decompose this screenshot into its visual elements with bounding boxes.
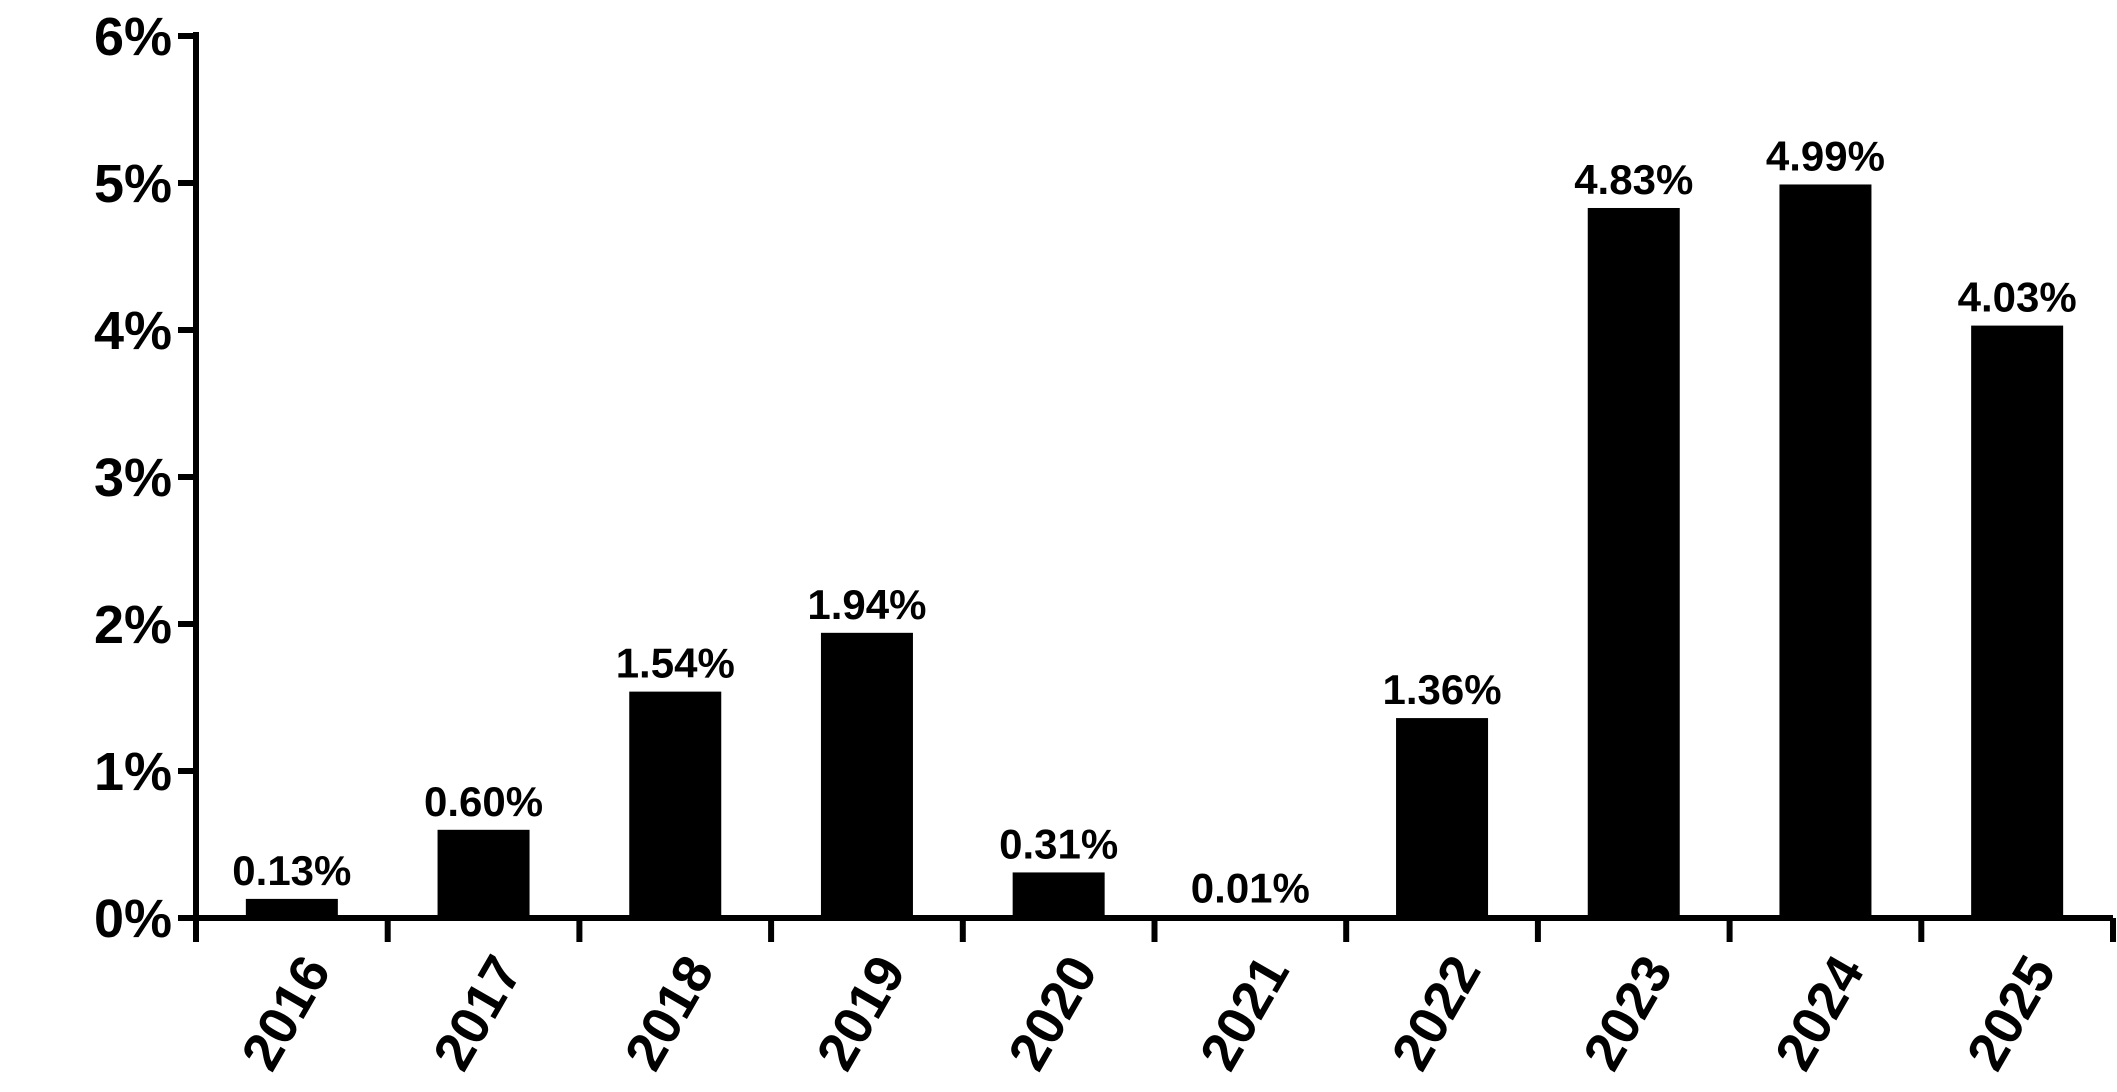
y-tick-label: 4% (94, 301, 172, 361)
value-label: 0.31% (999, 820, 1118, 867)
bar (820, 632, 913, 918)
value-label: 0.60% (424, 778, 543, 825)
bar (437, 829, 530, 918)
value-label: 1.94% (807, 581, 926, 628)
x-tick-label: 2017 (422, 946, 534, 1080)
bar (245, 898, 338, 918)
bar (629, 691, 722, 918)
y-tick-label: 2% (94, 595, 172, 655)
y-tick-label: 6% (94, 7, 172, 67)
x-tick-label: 2025 (1956, 946, 2068, 1080)
x-tick-label: 2023 (1572, 946, 1684, 1080)
bar (1204, 916, 1297, 918)
x-tick-label: 2016 (230, 946, 342, 1080)
bar (1396, 718, 1489, 918)
x-tick-label: 2024 (1764, 946, 1876, 1080)
y-tick-label: 3% (94, 448, 172, 508)
value-label: 4.83% (1574, 156, 1693, 203)
x-tick-label: 2019 (805, 946, 917, 1080)
x-tick-label: 2018 (614, 946, 726, 1080)
bar (1587, 207, 1680, 919)
x-tick-label: 2022 (1380, 946, 1492, 1080)
y-tick-label: 1% (94, 742, 172, 802)
bar (1012, 872, 1105, 918)
x-tick-label: 2021 (1189, 946, 1301, 1080)
y-tick-label: 5% (94, 154, 172, 214)
value-label: 1.36% (1383, 666, 1502, 713)
value-label: 0.13% (232, 847, 351, 894)
value-label: 4.99% (1766, 132, 1885, 179)
bar (1779, 184, 1872, 919)
value-label: 1.54% (616, 640, 735, 687)
y-tick-label: 0% (94, 889, 172, 949)
bar (1971, 325, 2064, 919)
x-tick-label: 2020 (997, 946, 1109, 1080)
value-label: 4.03% (1958, 274, 2077, 321)
value-label: 0.01% (1191, 865, 1310, 912)
